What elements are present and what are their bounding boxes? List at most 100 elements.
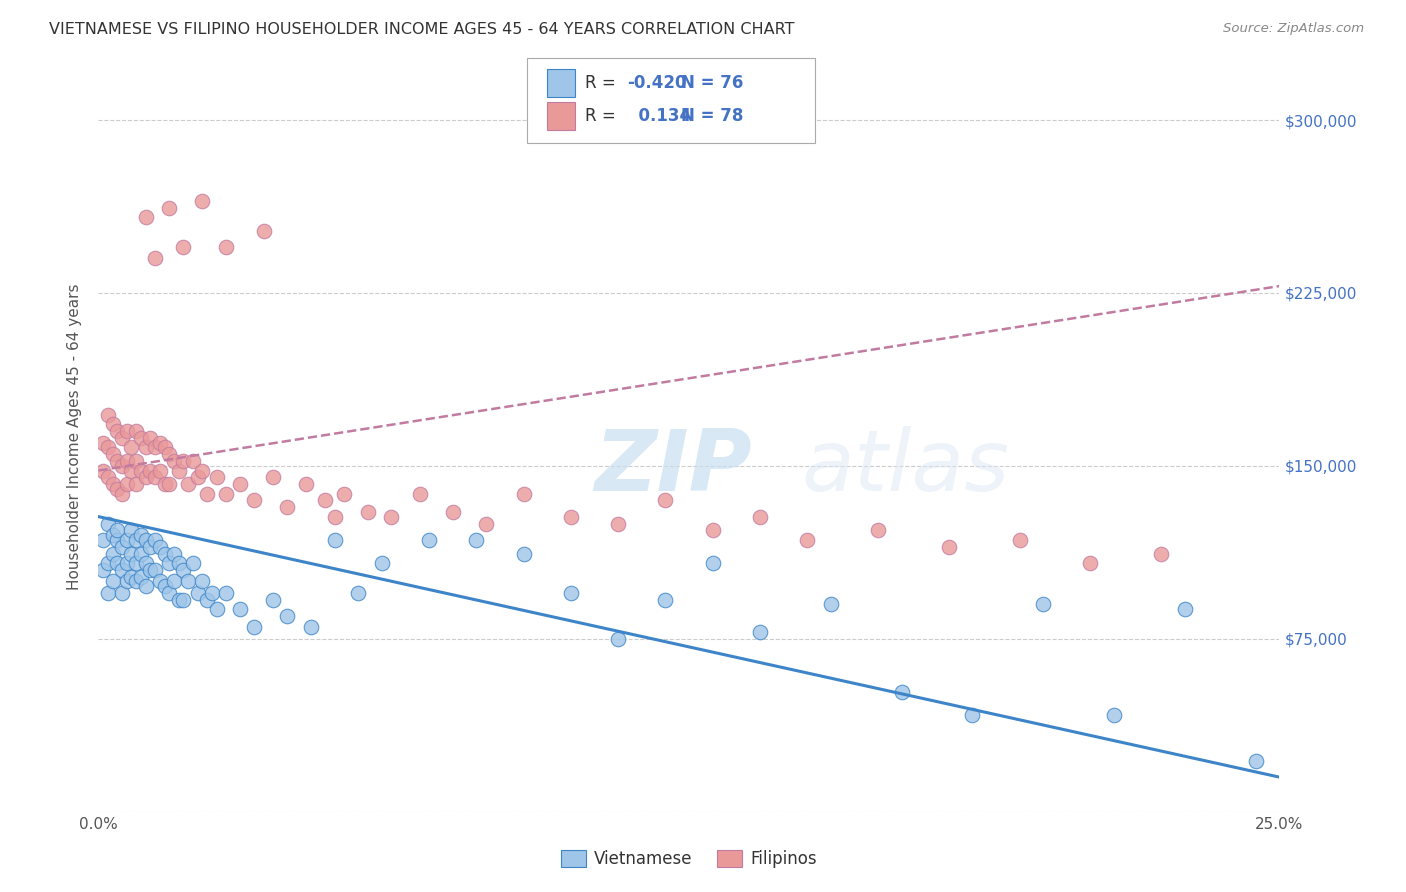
Point <box>143 252 166 266</box>
Point <box>512 486 534 500</box>
Point <box>441 505 464 519</box>
Point <box>512 547 534 561</box>
Point <box>177 574 200 589</box>
Point <box>205 602 228 616</box>
Point <box>105 524 128 538</box>
Point <box>129 569 152 583</box>
Text: N = 78: N = 78 <box>681 107 742 125</box>
Point <box>163 547 186 561</box>
Point <box>380 509 402 524</box>
Point <box>97 516 120 531</box>
Point <box>153 579 176 593</box>
Point <box>135 441 157 455</box>
Point <box>129 528 152 542</box>
Point <box>215 240 238 254</box>
Point <box>139 563 162 577</box>
Point <box>111 585 134 599</box>
Point <box>167 463 190 477</box>
Point <box>101 477 124 491</box>
Point <box>205 470 228 484</box>
Point <box>115 454 138 468</box>
Point <box>135 470 157 484</box>
Point <box>201 585 224 599</box>
Point <box>465 533 488 547</box>
Text: 0.134: 0.134 <box>627 107 692 125</box>
Point <box>702 524 724 538</box>
Point <box>243 620 266 634</box>
Point <box>97 556 120 570</box>
Point <box>748 509 770 524</box>
Point <box>163 574 186 589</box>
Point <box>172 563 194 577</box>
Point <box>163 454 186 468</box>
Point <box>125 556 148 570</box>
Point <box>149 463 172 477</box>
Legend: Vietnamese, Filipinos: Vietnamese, Filipinos <box>554 843 824 874</box>
Point <box>143 470 166 484</box>
Point <box>1032 597 1054 611</box>
Point <box>181 556 204 570</box>
Point <box>149 540 172 554</box>
Point <box>115 533 138 547</box>
Point <box>121 441 143 455</box>
Point <box>153 477 176 491</box>
Point <box>149 574 172 589</box>
Point <box>111 563 134 577</box>
Point <box>187 470 209 484</box>
Point <box>139 431 162 445</box>
Point <box>654 592 676 607</box>
Point <box>371 556 394 570</box>
Point <box>607 632 630 646</box>
Point <box>105 425 128 439</box>
Point <box>607 516 630 531</box>
Point <box>135 533 157 547</box>
Point <box>111 458 134 473</box>
Point <box>157 201 180 215</box>
Point <box>195 592 218 607</box>
Point <box>1174 602 1197 616</box>
Point <box>115 477 138 491</box>
Point <box>314 493 336 508</box>
Point <box>105 556 128 570</box>
Point <box>111 431 134 445</box>
Text: -0.420: -0.420 <box>627 74 686 92</box>
Point <box>91 435 114 450</box>
Point <box>135 579 157 593</box>
Text: R =: R = <box>585 74 621 92</box>
Text: N = 76: N = 76 <box>681 74 742 92</box>
Point <box>121 463 143 477</box>
Point <box>91 463 114 477</box>
Point <box>962 707 984 722</box>
Point <box>215 585 238 599</box>
Point <box>101 528 124 542</box>
Point <box>143 563 166 577</box>
Point <box>347 585 370 599</box>
Point <box>215 486 238 500</box>
Point <box>135 210 157 224</box>
Point <box>748 624 770 639</box>
Point <box>115 556 138 570</box>
Point <box>191 194 214 208</box>
Point <box>229 477 252 491</box>
Point <box>157 585 180 599</box>
Point <box>191 574 214 589</box>
Point <box>111 540 134 554</box>
Point <box>129 547 152 561</box>
Point <box>129 463 152 477</box>
Point <box>101 574 124 589</box>
Point <box>105 533 128 547</box>
Point <box>323 509 346 524</box>
Point <box>167 592 190 607</box>
Point <box>796 533 818 547</box>
Point <box>157 477 180 491</box>
Point <box>172 240 194 254</box>
Point <box>97 585 120 599</box>
Point <box>157 447 180 461</box>
Point <box>111 486 134 500</box>
Point <box>243 493 266 508</box>
Point <box>866 524 889 538</box>
Point <box>418 533 440 547</box>
Text: R =: R = <box>585 107 621 125</box>
Point <box>177 477 200 491</box>
Point <box>299 620 322 634</box>
